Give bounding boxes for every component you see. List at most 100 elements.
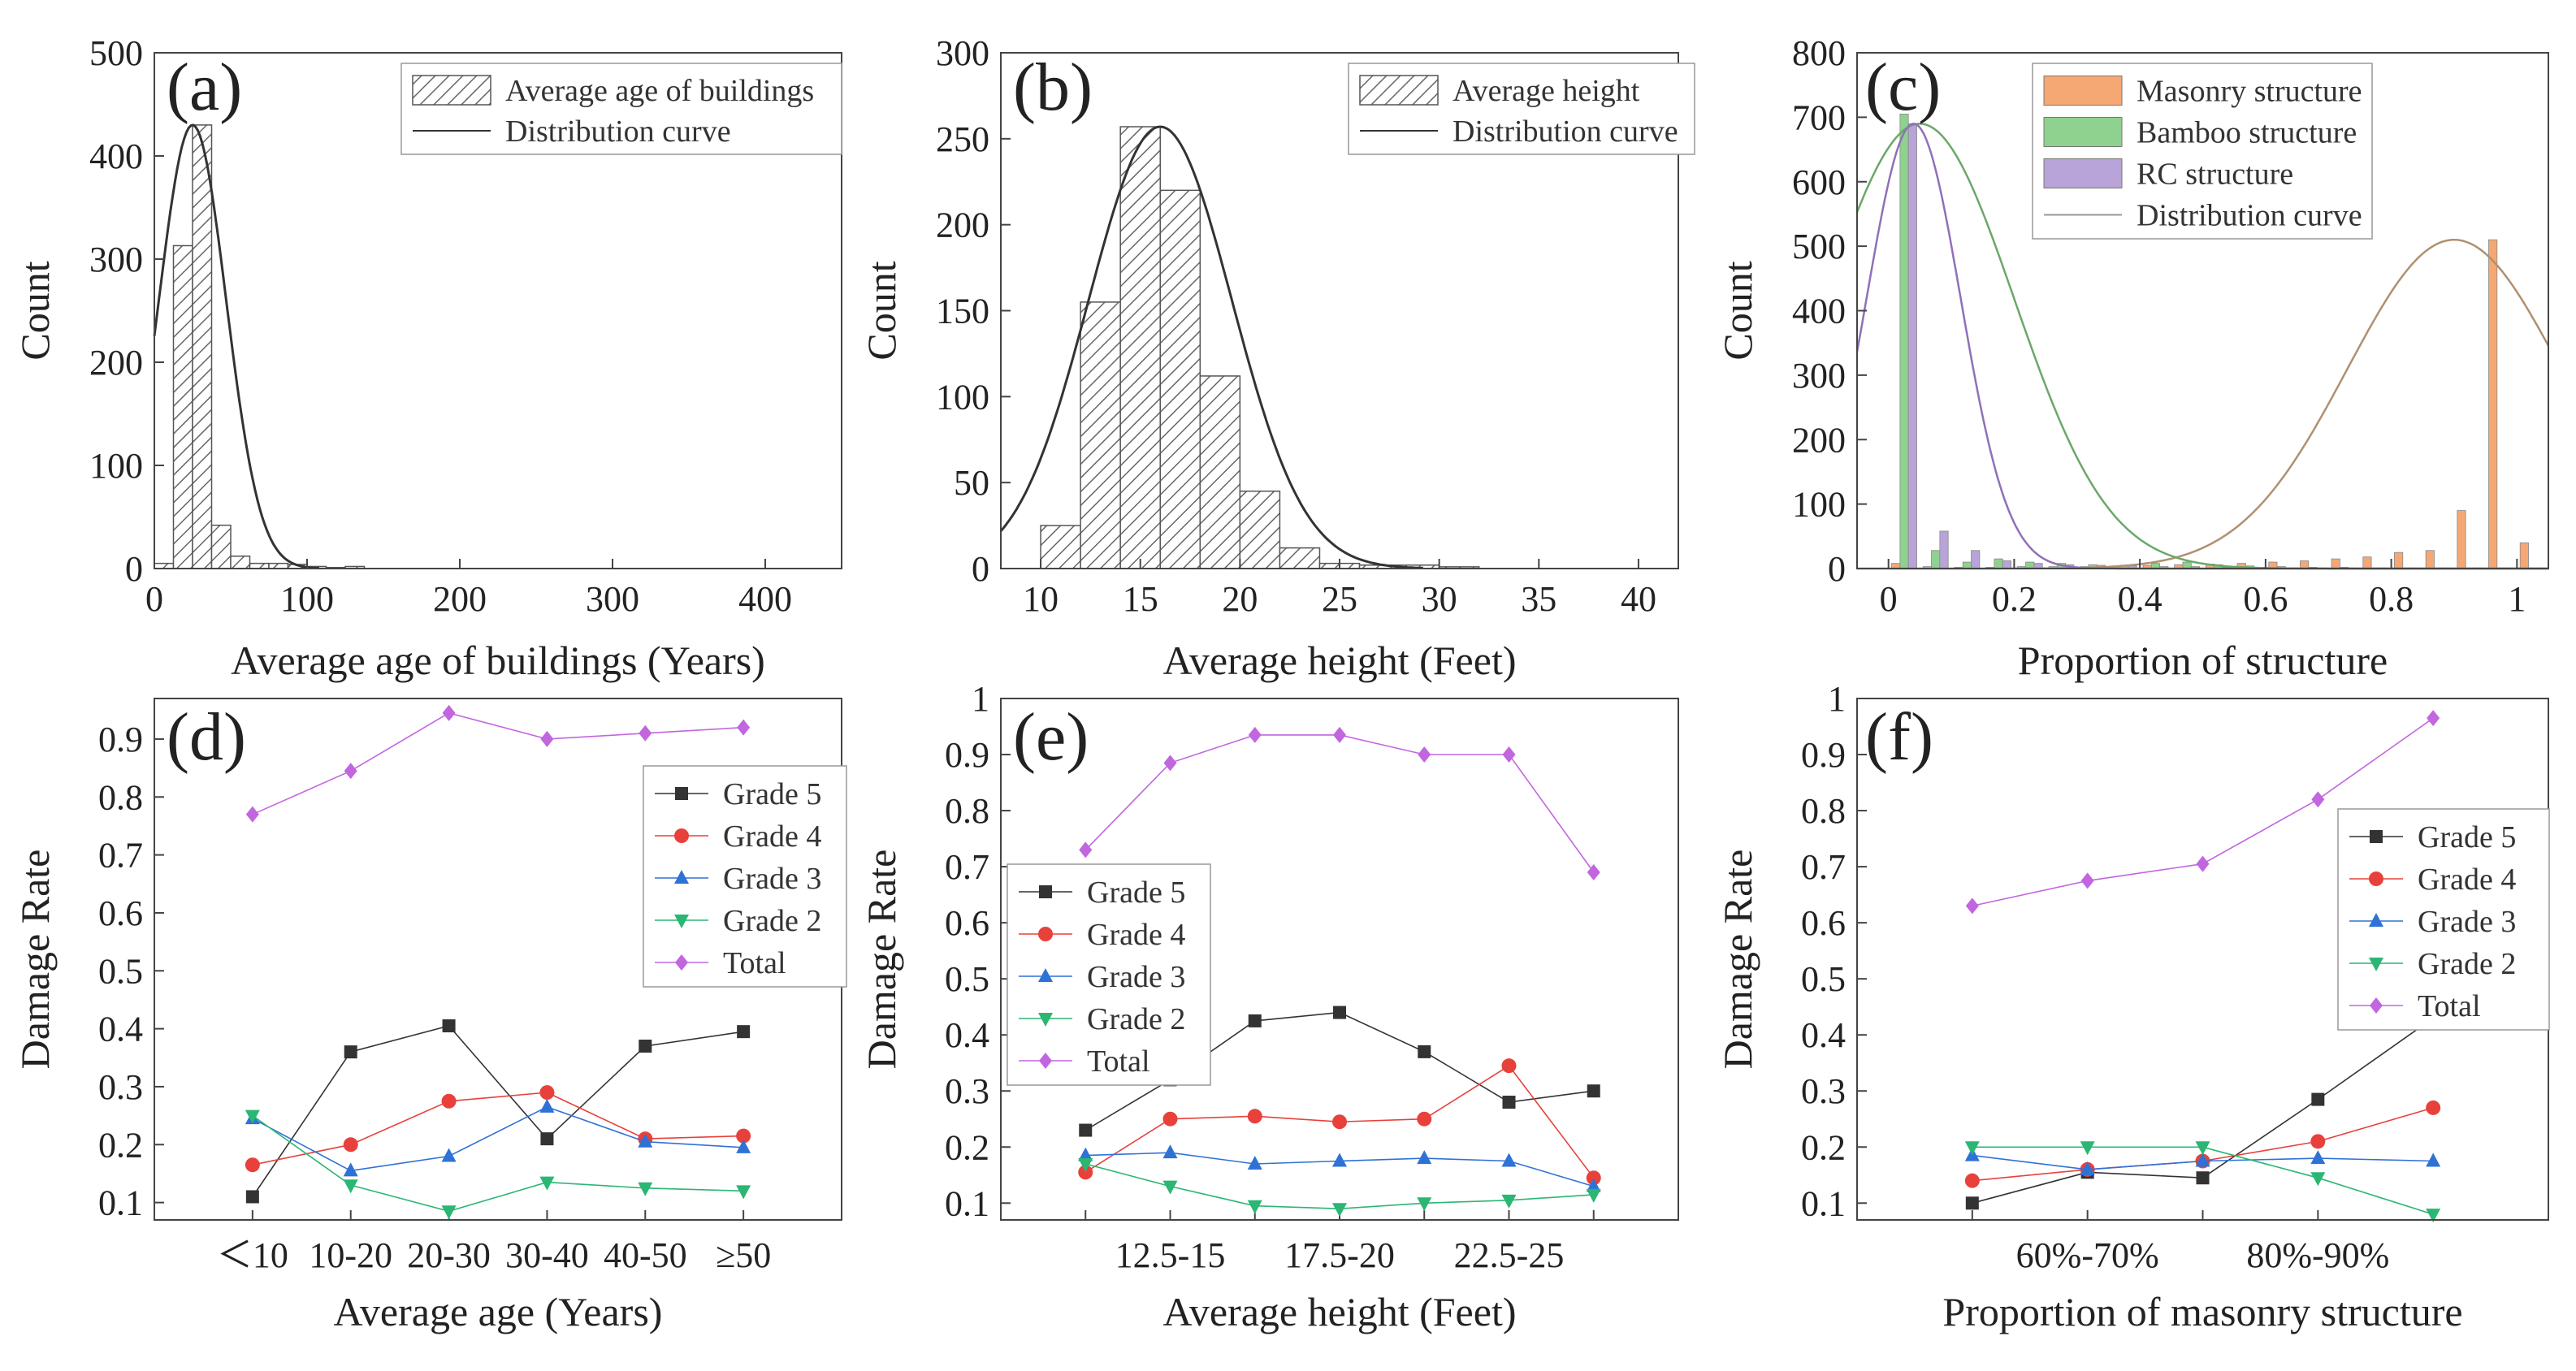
x-axis-title: Proportion of masonry structure xyxy=(1942,1289,2462,1334)
bar xyxy=(2362,556,2372,569)
data-point xyxy=(1586,1170,1601,1186)
legend-label: Bamboo structure xyxy=(2137,116,2357,150)
bar xyxy=(1279,547,1321,569)
bar xyxy=(1994,558,2003,569)
series-line xyxy=(252,1114,744,1213)
bar xyxy=(1040,525,1081,569)
data-point xyxy=(1501,1058,1517,1074)
bar xyxy=(1971,550,1981,569)
y-tick-label: 0.1 xyxy=(98,1183,143,1223)
data-point xyxy=(2427,710,2440,727)
data-point xyxy=(1502,1096,1516,1109)
data-point xyxy=(539,1085,555,1101)
legend-label: Grade 4 xyxy=(1087,918,1185,952)
y-tick-label: 0.6 xyxy=(98,893,143,933)
data-point xyxy=(2195,1153,2210,1167)
y-tick-label: 200 xyxy=(1792,420,1846,460)
x-tick-label: 15 xyxy=(1123,579,1158,619)
data-point xyxy=(1332,1203,1347,1217)
legend-box xyxy=(643,765,847,988)
panel-label: (b) xyxy=(1013,50,1093,125)
legend-swatch xyxy=(412,75,491,106)
x-axis-title: Average height (Feet) xyxy=(1163,638,1517,683)
panel-label: (f) xyxy=(1865,699,1933,775)
bar xyxy=(172,244,193,569)
data-point xyxy=(1247,1109,1262,1124)
data-point xyxy=(2310,1150,2326,1165)
panel-5: 60%-70% 80%-90% 0.1 0.2 0.3 0.4 0.5 0.6 0.7 0.8 0.… xyxy=(1715,679,2550,1334)
x-tick-label: 20 xyxy=(1222,579,1258,619)
plot-frame xyxy=(154,52,842,569)
y-tick-label: 250 xyxy=(936,119,989,159)
data-point xyxy=(736,1128,751,1144)
y-tick-label: 400 xyxy=(1792,292,1846,331)
legend-swatch xyxy=(2043,117,2123,147)
x-tick-label: 0.6 xyxy=(2243,579,2288,619)
data-point xyxy=(737,719,751,736)
y-tick-label: 100 xyxy=(89,446,143,486)
data-point xyxy=(1502,746,1516,763)
data-point xyxy=(1078,1147,1093,1161)
data-point xyxy=(1417,1150,1432,1165)
y-tick-label: 0.9 xyxy=(945,735,989,775)
x-tick-label: 100 xyxy=(280,579,334,619)
legend-label: Grade 2 xyxy=(723,904,821,938)
legend-label: Grade 3 xyxy=(1087,960,1185,994)
x-tick-label: 200 xyxy=(433,579,487,619)
data-point xyxy=(2311,1092,2325,1106)
y-tick-label: 0.8 xyxy=(1801,791,1846,831)
y-tick-label: 0.5 xyxy=(98,951,143,991)
data-point xyxy=(1162,1111,1178,1127)
series-line xyxy=(252,1106,744,1172)
y-tick-label: 0.3 xyxy=(945,1071,989,1111)
y-tick-label: 700 xyxy=(1792,97,1846,137)
series-line xyxy=(1085,1163,1594,1210)
data-point xyxy=(2311,791,2325,808)
x-axis-title: Average height (Feet) xyxy=(1163,1289,1517,1334)
bar xyxy=(1939,530,1949,569)
data-point xyxy=(1332,1153,1347,1167)
y-tick-label: 1 xyxy=(972,679,989,719)
data-point xyxy=(540,730,554,747)
y-tick-label: 500 xyxy=(1792,227,1846,266)
legend-label: Total xyxy=(723,946,786,980)
data-point xyxy=(1163,755,1177,772)
data-point xyxy=(441,1205,457,1220)
legend-marker xyxy=(1038,927,1053,941)
y-tick-label: 0 xyxy=(972,549,989,589)
bar xyxy=(2300,560,2310,569)
legend-swatch xyxy=(1359,75,1439,106)
y-tick-label: 150 xyxy=(936,292,989,331)
legend-marker xyxy=(2369,913,2383,927)
data-point xyxy=(2080,1161,2095,1175)
x-tick-label: 30-40 xyxy=(505,1235,589,1275)
legend-label: Grade 4 xyxy=(723,820,821,854)
data-point xyxy=(1333,1006,1346,1019)
legend-label: Grade 5 xyxy=(1087,876,1185,910)
x-tick-label: 400 xyxy=(738,579,792,619)
data-point xyxy=(1586,1178,1601,1192)
legend-label: Grade 5 xyxy=(723,777,821,811)
data-point xyxy=(1248,726,1262,743)
data-point xyxy=(442,1019,456,1033)
y-tick-label: 200 xyxy=(89,343,143,383)
bar xyxy=(1119,126,1161,569)
y-tick-label: 300 xyxy=(89,240,143,279)
data-point xyxy=(1587,864,1600,880)
bar xyxy=(1239,491,1281,569)
y-tick-label: 0.1 xyxy=(1801,1183,1846,1223)
x-tick-label: 1 xyxy=(2508,579,2526,619)
y-axis-title: Count xyxy=(12,261,58,360)
legend-label: Distribution curve xyxy=(1453,115,1678,149)
data-point xyxy=(1078,1165,1093,1180)
bar xyxy=(1199,375,1241,569)
data-point xyxy=(442,704,456,721)
legend-label: Grade 2 xyxy=(2418,947,2516,981)
data-point xyxy=(539,1098,555,1113)
legend-marker xyxy=(674,915,689,928)
data-point xyxy=(2426,1209,2441,1223)
x-tick-label: 10 xyxy=(1023,579,1059,619)
data-point xyxy=(344,763,357,780)
panel-label: (c) xyxy=(1865,50,1941,125)
